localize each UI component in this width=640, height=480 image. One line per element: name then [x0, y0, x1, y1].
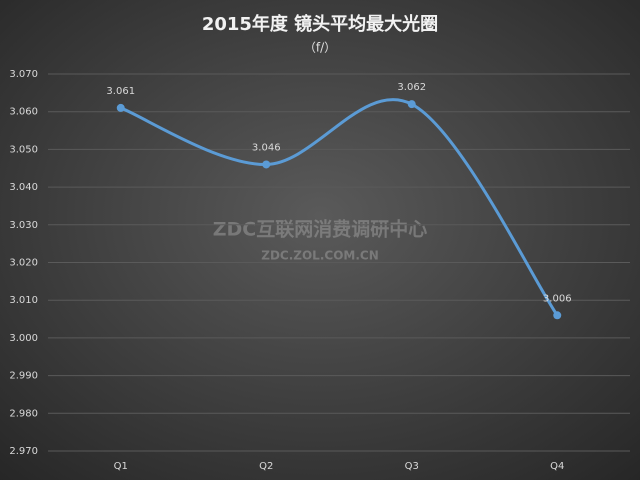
y-tick-label: 2.990	[9, 371, 38, 382]
x-tick-label: Q3	[405, 461, 419, 472]
y-tick-label: 3.000	[9, 333, 38, 344]
y-tick-label: 2.970	[9, 446, 38, 457]
y-tick-label: 3.030	[9, 220, 38, 231]
y-tick-label: 2.980	[9, 408, 38, 419]
series-line	[119, 98, 559, 317]
y-tick-label: 3.060	[9, 107, 38, 118]
y-tick-label: 3.040	[9, 182, 38, 193]
data-label: 3.006	[543, 293, 572, 304]
data-label: 3.046	[252, 142, 281, 153]
chart-title: 2015年度 镜头平均最大光圈	[202, 13, 438, 35]
x-tick-label: Q4	[550, 461, 564, 472]
watermark: ZDC互联网消费调研中心	[213, 218, 428, 241]
watermark-url: ZDC.ZOL.COM.CN	[261, 249, 379, 263]
x-tick-label: Q2	[259, 461, 273, 472]
data-label: 3.061	[106, 86, 135, 97]
y-tick-label: 3.010	[9, 295, 38, 306]
data-label: 3.062	[397, 82, 426, 93]
y-tick-label: 3.050	[9, 144, 38, 155]
y-tick-label: 3.020	[9, 258, 38, 269]
data-point	[116, 103, 125, 112]
chart-subtitle: （f/）	[304, 41, 336, 55]
data-point	[407, 100, 416, 109]
data-point	[553, 311, 562, 320]
data-point	[262, 160, 271, 169]
y-tick-label: 3.070	[9, 69, 38, 80]
x-tick-label: Q1	[114, 461, 128, 472]
